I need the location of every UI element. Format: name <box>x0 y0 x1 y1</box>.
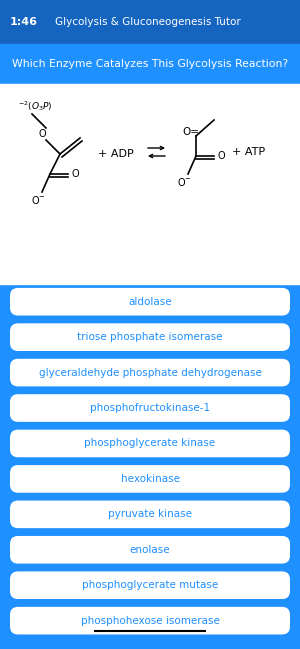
Text: O: O <box>72 169 80 179</box>
Bar <box>0 44 300 84</box>
Text: + ATP: + ATP <box>232 147 265 157</box>
FancyBboxPatch shape <box>10 607 290 635</box>
Text: triose phosphate isomerase: triose phosphate isomerase <box>77 332 223 342</box>
Text: phosphoglycerate kinase: phosphoglycerate kinase <box>84 439 216 448</box>
Text: pyruvate kinase: pyruvate kinase <box>108 509 192 519</box>
Text: 1:46: 1:46 <box>10 17 38 27</box>
FancyBboxPatch shape <box>10 465 290 493</box>
Text: $^{-2}(O_3P)$: $^{-2}(O_3P)$ <box>18 99 52 113</box>
FancyBboxPatch shape <box>10 536 290 563</box>
FancyBboxPatch shape <box>10 500 290 528</box>
Text: O: O <box>218 151 226 161</box>
Text: + ADP: + ADP <box>98 149 134 159</box>
Text: glyceraldehyde phosphate dehydrogenase: glyceraldehyde phosphate dehydrogenase <box>39 367 261 378</box>
FancyBboxPatch shape <box>10 571 290 599</box>
FancyBboxPatch shape <box>10 323 290 351</box>
Text: O=: O= <box>182 127 199 137</box>
Text: O$^{-}$: O$^{-}$ <box>177 176 191 188</box>
FancyBboxPatch shape <box>10 359 290 386</box>
FancyBboxPatch shape <box>10 288 290 315</box>
Text: O$^{-}$: O$^{-}$ <box>31 194 45 206</box>
Bar <box>0 0 300 44</box>
FancyBboxPatch shape <box>10 394 290 422</box>
Text: phosphofructokinase-1: phosphofructokinase-1 <box>90 403 210 413</box>
Text: enolase: enolase <box>130 545 170 555</box>
Text: phosphoglycerate mutase: phosphoglycerate mutase <box>82 580 218 590</box>
Text: aldolase: aldolase <box>128 297 172 307</box>
Text: hexokinase: hexokinase <box>121 474 179 484</box>
Bar <box>0 84 300 284</box>
Text: phosphohexose isomerase: phosphohexose isomerase <box>81 616 219 626</box>
Text: Which Enzyme Catalyzes This Glycolysis Reaction?: Which Enzyme Catalyzes This Glycolysis R… <box>12 59 288 69</box>
FancyBboxPatch shape <box>10 430 290 458</box>
Text: Glycolysis & Gluconeogenesis Tutor: Glycolysis & Gluconeogenesis Tutor <box>55 17 241 27</box>
Text: O: O <box>38 129 46 139</box>
